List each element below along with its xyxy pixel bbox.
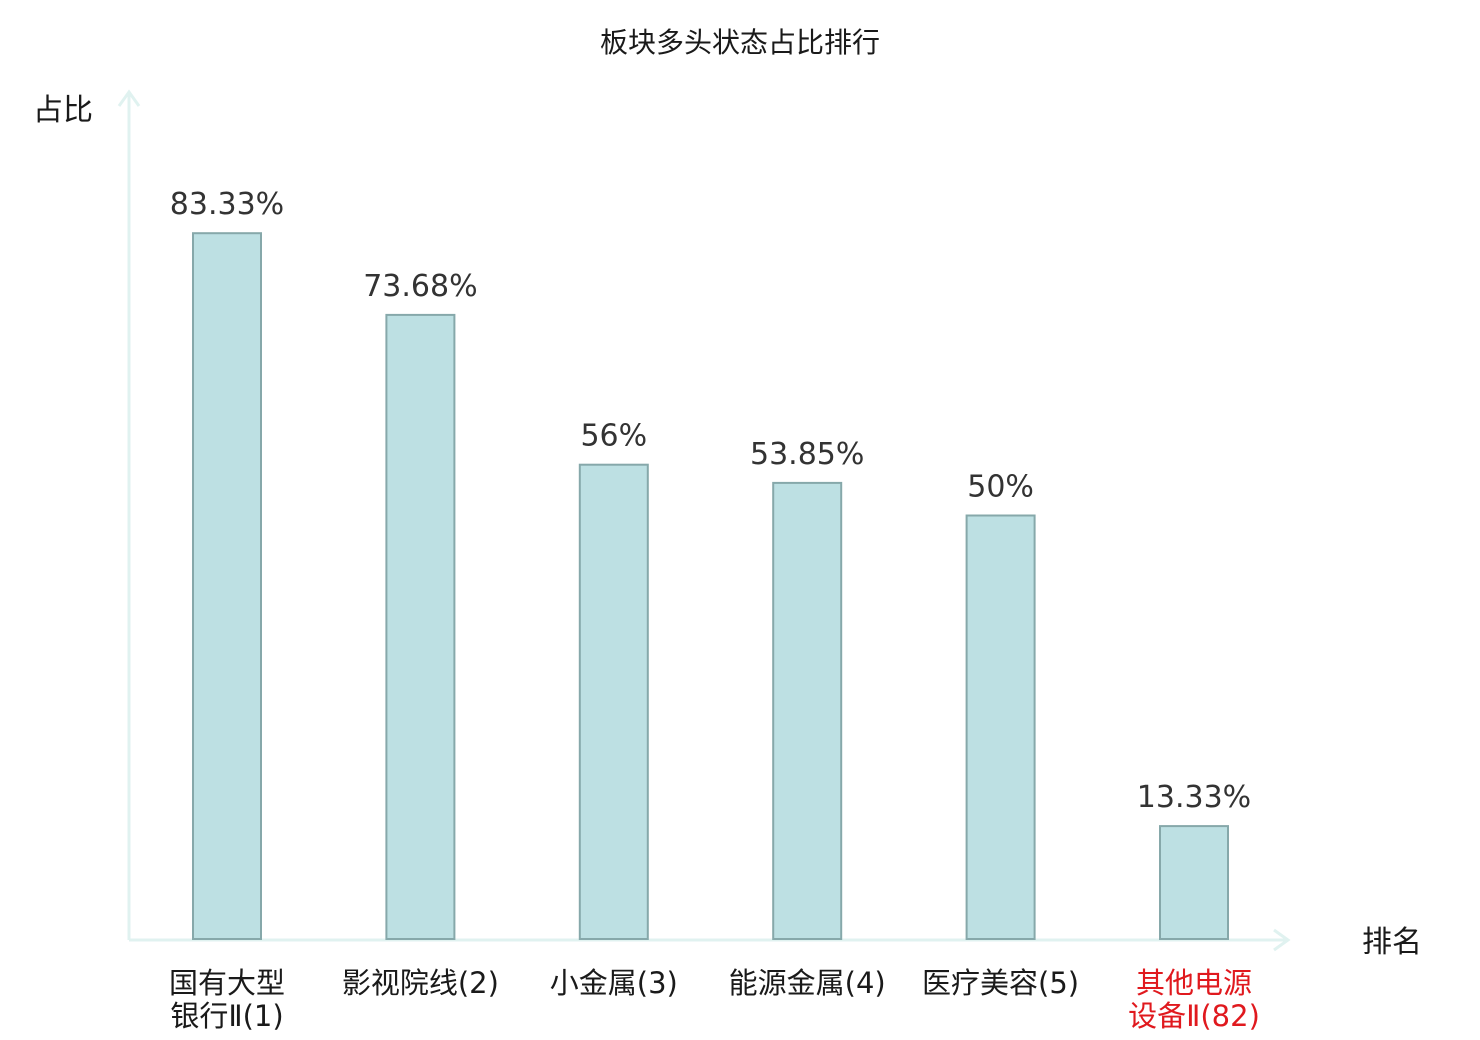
y-axis-label: 占比 bbox=[33, 93, 93, 128]
bar-3 bbox=[578, 463, 649, 940]
value-labels-group: 83.33% 73.68% 56% 53.85% 50% 13.33% bbox=[170, 187, 1251, 815]
category-label-4: 能源金属(4) bbox=[729, 966, 886, 1000]
category-label-3: 小金属(3) bbox=[550, 966, 678, 1000]
value-label-3: 56% bbox=[580, 419, 647, 454]
x-axis-arrow bbox=[1273, 928, 1291, 952]
bar-6 bbox=[1159, 825, 1229, 940]
category-label-1: 国有大型银行Ⅱ(1) bbox=[169, 966, 285, 1033]
value-label-2: 73.68% bbox=[363, 269, 477, 304]
axes bbox=[117, 89, 1291, 952]
category-label-2: 影视院线(2) bbox=[342, 966, 499, 1000]
bar-2 bbox=[385, 313, 456, 940]
value-label-6: 13.33% bbox=[1137, 780, 1251, 815]
value-label-1: 83.33% bbox=[170, 187, 284, 222]
bar-4 bbox=[772, 481, 843, 940]
category-label-6: 其他电源设备Ⅱ(82) bbox=[1128, 966, 1260, 1033]
chart-title: 板块多头状态占比排行 bbox=[600, 26, 880, 59]
bars-group bbox=[192, 232, 1229, 940]
value-label-4: 53.85% bbox=[750, 437, 864, 472]
x-axis-label: 排名 bbox=[1362, 925, 1422, 960]
category-labels-group: 国有大型银行Ⅱ(1) 影视院线(2) 小金属(3) 能源金属(4) 医疗美容(5) 其他电… bbox=[169, 966, 1260, 1033]
y-axis-arrow bbox=[117, 89, 141, 107]
bar-1 bbox=[192, 232, 262, 940]
value-label-5: 50% bbox=[967, 470, 1034, 505]
bar-5 bbox=[965, 514, 1036, 940]
category-label-5: 医疗美容(5) bbox=[922, 966, 1079, 1000]
